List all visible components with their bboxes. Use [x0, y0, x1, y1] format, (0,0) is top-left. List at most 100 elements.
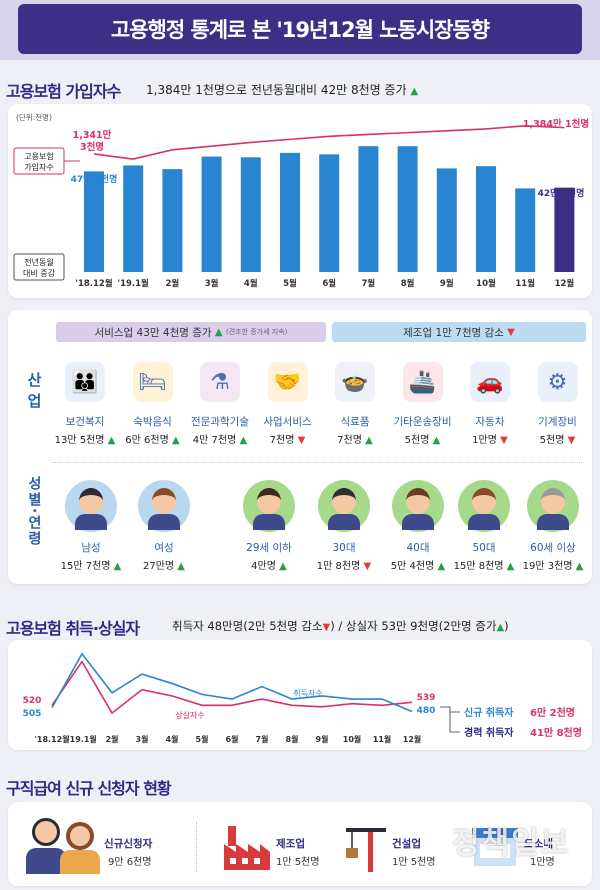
demo-value: 27만명 ▲ — [142, 561, 185, 572]
industry-tag: 산업 — [25, 372, 43, 414]
industry-name: 식료품 — [340, 416, 370, 428]
industry-value: 4만 7천명 ▲ — [192, 435, 248, 446]
industry-value: 13만 5천명 ▲ — [54, 435, 116, 446]
start-acq-value: 505 — [23, 709, 42, 719]
flask-icon: ⚗ — [200, 362, 240, 402]
insured-chart: (단위:천명) '18.12월 '19.1월 2월 3월 4월 5월 6월 7월 8월 9월 10월 1… — [13, 112, 589, 289]
benefit-con-name: 건설업 — [392, 838, 421, 850]
tick-label: 10월 — [343, 734, 362, 744]
person-avatar — [392, 480, 444, 532]
demo-name: 40대 — [406, 542, 430, 554]
industry-value: 7천명 ▲ — [337, 435, 373, 446]
bracket-top — [440, 706, 460, 713]
handshake-icon: 🤝 — [267, 362, 308, 402]
tick-label: 4월 — [244, 278, 258, 289]
tick-label: 6월 — [322, 278, 336, 289]
tick-label: '18.12월 — [34, 734, 69, 744]
industry-name: 기계장비 — [538, 416, 577, 428]
benefit-mfg-name: 제조업 — [276, 838, 305, 850]
bar — [240, 157, 261, 272]
bar — [123, 165, 144, 272]
ship-icon: 🚢 — [402, 362, 443, 402]
start-loss-value: 520 — [23, 696, 42, 706]
industry-name: 전문과학기술 — [191, 416, 249, 428]
tick-label: 7월 — [256, 734, 269, 744]
demo-tag: 성별·연령 — [26, 476, 42, 548]
person-avatar — [458, 480, 510, 532]
tick-label: 12월 — [403, 734, 422, 744]
tick-label: 11월 — [373, 734, 392, 744]
tick-label: 10월 — [476, 278, 496, 289]
demo-value: 15만 8천명 ▲ — [453, 561, 515, 572]
demo-name: 60세 이상 — [530, 542, 576, 554]
demo-name: 30대 — [332, 542, 356, 554]
exp-acq-value: 41만 8천명 — [530, 726, 582, 739]
benefit-mfg-value: 1만 5천명 — [276, 857, 320, 868]
car-icon: 🚗 — [470, 362, 510, 402]
tick-label: 4월 — [166, 734, 179, 744]
industry-value: 5천명 ▲ — [404, 435, 441, 446]
bar — [397, 146, 418, 272]
watermark: 정책일보 — [452, 826, 571, 861]
tick-label: 6월 — [226, 734, 239, 744]
benefit-retail-name: 도소매 — [524, 838, 553, 850]
line-label-2: 가입자수 — [24, 163, 53, 172]
demo-name: 29세 이하 — [246, 542, 292, 554]
bar — [554, 187, 575, 272]
acq-series-label: 취득자수 — [293, 689, 322, 698]
benefit-new-name: 신규신청자 — [104, 838, 153, 850]
insured-card: (단위:천명) '18.12월 '19.1월 2월 3월 4월 5월 6월 7월 8월 9월 10월 1… — [8, 104, 592, 298]
tick-label: '18.12월 — [75, 278, 112, 289]
bar-label: 전년동월 — [24, 257, 53, 267]
demo-value: 5만 4천명 ▲ — [390, 561, 446, 572]
man-body — [26, 848, 66, 874]
first-bar-value: 47만 2천명 — [71, 173, 118, 185]
demo-value: 1만 8천명 ▼ — [316, 561, 372, 572]
industry-value: 7천명 ▼ — [269, 435, 306, 446]
flow-title: 고용보험 취득·상실자 — [6, 619, 140, 638]
tick-label: 7월 — [362, 278, 376, 289]
bar — [436, 168, 457, 272]
mfg-pill: 제조업 1만 7천명 감소 ▼ — [332, 322, 586, 342]
industry-name: 기타운송장비 — [393, 416, 452, 428]
header-band: 고용행정 통계로 본 '19년12월 노동시장동향 — [0, 0, 600, 60]
bar — [162, 169, 183, 272]
person-avatar — [65, 480, 117, 532]
flow-card: '18.12월 '19.1월 2월 3월 4월 5월 6월 7월 8월 9월 10월 11월 12월 52… — [8, 640, 592, 750]
bar — [319, 154, 340, 272]
benefit-new-value: 9만 6천명 — [108, 857, 152, 868]
industry-value: 1만명 ▼ — [472, 435, 508, 446]
gear-icon: ⚙ — [537, 362, 578, 402]
woman-body — [60, 850, 100, 874]
demo-name: 50대 — [472, 542, 496, 554]
demo-name: 여성 — [154, 542, 174, 554]
new-acq-value: 6만 2천명 — [530, 706, 575, 719]
demo-value: 19만 3천명 ▲ — [522, 561, 584, 572]
tick-label: 12월 — [555, 278, 575, 289]
benefit-con-value: 1만 5천명 — [392, 857, 436, 868]
tick-label: 9월 — [440, 278, 454, 289]
person-avatar — [318, 480, 370, 532]
divider — [52, 462, 582, 463]
tick-label: 5월 — [196, 734, 209, 744]
industry-name: 자동차 — [475, 416, 505, 428]
end-acq-value: 480 — [417, 706, 436, 716]
tick-label: 2월 — [106, 734, 119, 744]
tick-label: '19.1월 — [117, 278, 149, 289]
industry-value: 6만 6천명 ▲ — [125, 435, 180, 446]
flow-chart: '18.12월'19.1월 2월 3월 4월 5월 6월 7월 8월 9월 10월 11월 12월 52… — [23, 652, 582, 744]
benefit-retail-value: 1만명 — [530, 857, 555, 868]
bar-label-2: 대비 증감 — [23, 268, 56, 278]
end-loss-value: 539 — [417, 693, 436, 703]
tick-label: 11월 — [515, 278, 535, 289]
bar — [201, 156, 222, 272]
demo-value: 15만 7천명 ▲ — [60, 561, 122, 572]
insured-summary: 1,384만 1천명으로 전년동월대비 42만 8천명 증가 ▲ — [146, 83, 419, 97]
factory-icon — [224, 826, 270, 870]
insured-line — [93, 125, 565, 160]
industry-value: 5천명 ▼ — [539, 435, 576, 446]
tick-label: 3월 — [205, 278, 219, 289]
tick-label: 9월 — [316, 734, 329, 744]
bar — [280, 152, 300, 272]
tick-label: 8월 — [401, 278, 415, 289]
